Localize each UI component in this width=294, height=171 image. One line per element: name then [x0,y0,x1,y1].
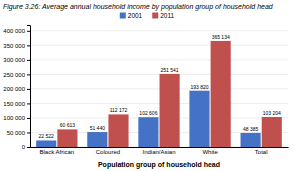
y-tick: 250 000 [3,72,30,78]
grid-line [30,74,288,75]
data-label: 251 541 [161,67,179,73]
y-tick-label: 300 000 [3,57,25,63]
x-tick-label: Indian/Asian [142,149,175,155]
y-tick-label: 200 000 [3,86,25,92]
y-tick: 200 000 [3,86,30,92]
bar-series [57,41,281,147]
y-tick: 100 000 [3,115,30,121]
bar [57,129,77,147]
y-tick-label: 0 [22,144,26,150]
y-tick: 400 000 [3,28,30,34]
x-tick: Total [255,149,268,155]
x-axis: Black African Coloured Indian/Asian White To… [31,148,289,156]
y-tick-mark [27,60,30,61]
x-tick-label: White [202,149,218,155]
y-tick: 0 [22,144,30,150]
y-tick-label: 350 000 [3,43,25,49]
x-tick-label: Black African [39,149,74,155]
grid [30,31,288,147]
data-label: 103 204 [263,110,281,116]
y-tick-mark [27,118,30,119]
x-label: Population group of household head [98,161,220,169]
title-line: Figure 3.26: Average annual household in… [3,3,274,11]
y-axis: 0 50 000 100 000 150 000 200 000 250 000 300 0… [3,26,30,151]
bar [138,117,158,147]
data-label: 51 440 [90,125,106,131]
bar [262,117,282,147]
bar [36,140,56,147]
data-labels: 22 522 51 440 102 606 193 820 48 385 60 613 11… [39,34,281,140]
data-label: 193 820 [190,84,208,90]
legend-item: 2011 [152,12,174,19]
y-tick: 150 000 [3,101,30,107]
y-tick: 350 000 [3,43,30,49]
bar [189,91,209,147]
chart-container: Figure 3.26: Average annual household in… [0,0,294,171]
x-tick: Black African [39,149,74,155]
data-label: 102 606 [139,110,157,116]
y-axis-line [27,26,31,148]
chart-svg: Figure 3.26: Average annual household in… [0,0,294,171]
plot-area [36,41,282,147]
y-tick-label: 50 000 [7,130,26,136]
y-tick-mark [27,45,30,46]
grid-line [30,45,288,46]
legend-swatch [120,13,126,19]
grid-line [30,59,288,60]
y-tick-label: 250 000 [3,72,25,78]
data-label: 112 172 [110,107,128,113]
y-tick: 300 000 [3,57,30,63]
y-tick-mark [27,147,30,148]
title: Figure 3.26: Average annual household in… [3,3,274,11]
x-tick: Indian/Asian [142,149,175,155]
grid-line [30,117,288,118]
x-tick: White [202,149,218,155]
grid-line [30,88,288,89]
data-label: 22 522 [39,133,55,139]
y-tick-mark [27,103,30,104]
bar [160,74,180,147]
x-axis-line [31,147,289,148]
data-label: 60 613 [60,122,76,128]
y-tick-mark [27,132,30,133]
legend-swatch [152,13,158,19]
x-tick-label: Total [255,149,268,155]
y-tick-mark [27,89,30,90]
legend: 2001 2011 [120,12,175,19]
x-tick-label: Coloured [96,149,120,155]
bar [87,132,107,147]
y-tick-label: 100 000 [3,115,25,121]
data-label: 365 134 [212,34,230,40]
y-tick-label: 150 000 [3,101,25,107]
data-label: 48 385 [243,126,259,132]
grid-line [30,30,288,31]
legend-item: 2001 [120,12,143,19]
bar [241,133,261,147]
grid-line [30,103,288,104]
y-tick-mark [27,31,30,32]
legend-label: 2001 [128,12,143,19]
x-tick: Coloured [96,149,120,155]
bar [108,114,128,147]
bar [211,41,231,147]
legend-label: 2011 [160,12,174,19]
y-tick-mark [27,74,30,75]
y-tick: 50 000 [7,130,30,136]
y-tick-label: 400 000 [3,28,25,34]
